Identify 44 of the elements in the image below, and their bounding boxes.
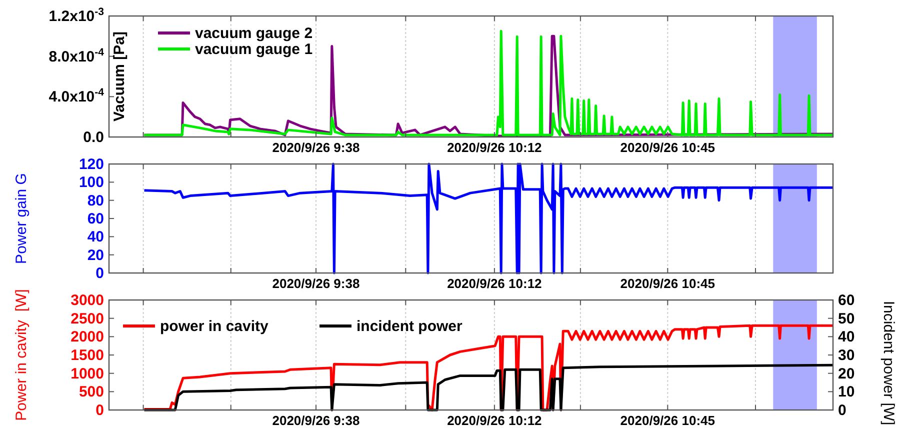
legend-label: power in cavity (160, 318, 270, 335)
line-series (143, 162, 834, 274)
x-tick-label: 2020/9/26 10:12 (447, 413, 542, 428)
y2-tick-label: 10 (838, 384, 855, 401)
y-tick-label: 120 (78, 156, 104, 173)
y2-tick-label: 0 (838, 402, 846, 419)
y-tick-label: 8.0x10$^{-4}$ (48, 46, 104, 66)
y-tick-label: 1000 (70, 365, 104, 382)
x-tick-label: 2020/9/26 10:45 (620, 140, 716, 155)
y-tick-label: 2500 (70, 310, 104, 328)
y-tick-label: 0 (96, 402, 104, 419)
line-series (143, 364, 834, 412)
y-tick-label: 4.0x10$^{-4}$ (48, 86, 104, 106)
x-tick-label: 2020/9/26 9:38 (272, 140, 360, 155)
y-tick-label: 3000 (70, 292, 104, 309)
y-tick-label: 1500 (70, 347, 104, 364)
y-tick-label: 0.0 (83, 129, 104, 146)
x-tick-label: 2020/9/26 10:45 (620, 276, 716, 291)
legend-label: vacuum gauge 1 (195, 41, 313, 58)
y-tick-label: 1.2x10$^{-3}$ (48, 6, 104, 25)
y-tick-label: 80 (87, 192, 104, 210)
x-tick-label: 2020/9/26 10:12 (447, 140, 542, 155)
y-tick-label: 40 (87, 228, 104, 246)
legend-label: incident power (356, 318, 463, 335)
y-tick-label: 500 (78, 384, 104, 401)
y-tick-label: 60 (87, 210, 104, 228)
x-tick-label: 2020/9/26 10:12 (447, 276, 542, 291)
x-tick-label: 2020/9/26 9:38 (272, 276, 360, 291)
y-tick-label: 0 (96, 265, 104, 282)
x-tick-label: 2020/9/26 10:45 (620, 413, 716, 428)
legend-label: vacuum gauge 2 (195, 25, 313, 42)
y2-tick-label: 40 (838, 328, 855, 346)
y2-tick-label: 60 (838, 292, 855, 309)
y-tick-label: 2000 (70, 328, 104, 346)
y2-tick-label: 50 (838, 310, 855, 328)
y2-tick-label: 20 (838, 365, 855, 382)
y2-tick-label: 30 (838, 347, 855, 364)
y-tick-label: 100 (78, 174, 104, 192)
y2-axis-title: Incident power [W] (880, 300, 897, 426)
x-tick-label: 2020/9/26 9:38 (272, 413, 360, 428)
y-axis-title: Power in cavity [W] (13, 289, 30, 421)
y-axis-title: Power gain G (13, 173, 30, 264)
y-tick-label: 20 (87, 246, 104, 264)
y-axis-title: Vacuum [Pa] (111, 31, 128, 122)
